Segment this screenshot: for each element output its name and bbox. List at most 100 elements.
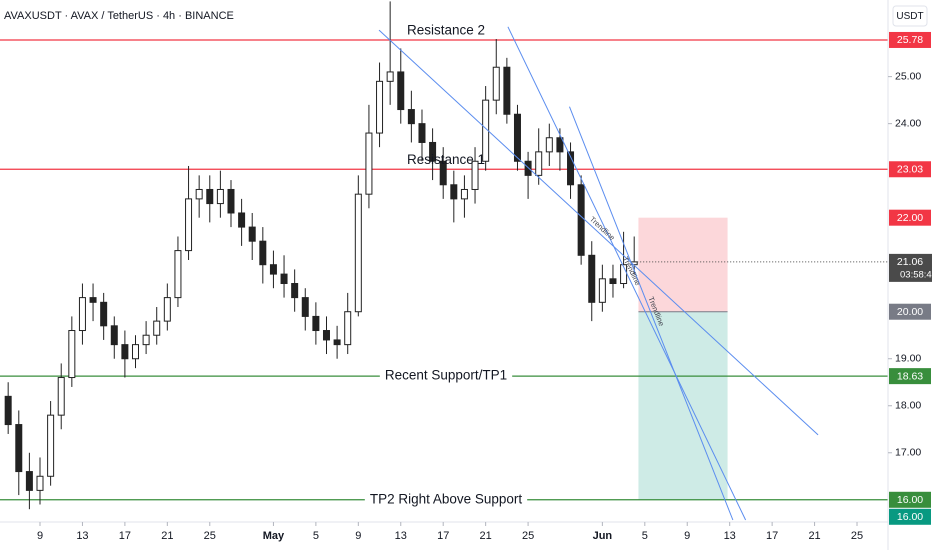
- candle-body: [78, 297, 86, 332]
- candle-body: [535, 151, 543, 176]
- candle-body: [238, 212, 246, 228]
- candle-body: [418, 123, 426, 143]
- x-tick-label: May: [263, 530, 285, 542]
- candle-body: [100, 301, 108, 327]
- countdown-label: 03:58:49: [900, 269, 932, 280]
- currency-box[interactable]: [892, 5, 928, 27]
- x-tick-label: 21: [808, 530, 820, 542]
- level-label: Resistance 1: [407, 152, 485, 167]
- x-tick-label: 25: [522, 530, 534, 542]
- x-tick-label: 13: [395, 530, 407, 542]
- x-tick-label: 9: [37, 530, 43, 542]
- x-tick-label: 21: [161, 530, 173, 542]
- last-price-box: [889, 253, 932, 282]
- candle-body: [365, 132, 373, 195]
- y-tick-label: 19.00: [895, 353, 921, 365]
- candle-body: [216, 188, 224, 205]
- candle-body: [386, 71, 394, 82]
- candle-body: [89, 297, 97, 303]
- level-price-label: 23.03: [897, 164, 923, 176]
- candle-body: [577, 184, 585, 256]
- x-tick-label: 17: [437, 530, 449, 542]
- candle-body: [503, 66, 511, 115]
- candle-body: [259, 240, 267, 266]
- candle-body: [185, 198, 193, 252]
- candle-body: [269, 264, 277, 275]
- x-tick-label: 21: [480, 530, 492, 542]
- candle-body: [4, 395, 12, 426]
- candle-body: [227, 188, 235, 214]
- x-tick-label: 25: [851, 530, 863, 542]
- candle-body: [556, 137, 564, 153]
- target-price-label: 16.00: [897, 511, 923, 523]
- x-tick-label: 25: [204, 530, 216, 542]
- x-tick-label: 17: [119, 530, 131, 542]
- candle-body: [174, 250, 182, 299]
- x-tick-label: 13: [76, 530, 88, 542]
- candle-body: [460, 188, 468, 200]
- candle-body: [25, 471, 33, 491]
- stop-zone: [638, 217, 728, 312]
- candle-body: [492, 66, 500, 101]
- target-price-label-box: [889, 508, 931, 525]
- entry-price-label-box: [889, 303, 931, 320]
- trendline: [507, 26, 747, 521]
- y-tick-label: 24.00: [895, 117, 921, 129]
- y-tick-label: 17.00: [895, 447, 921, 459]
- level-price-label: 18.63: [897, 370, 923, 382]
- candle-body: [545, 137, 553, 153]
- x-tick-label: 5: [642, 530, 648, 542]
- y-tick-label: 25.00: [895, 70, 921, 82]
- last-price-label: 21.06: [897, 256, 923, 268]
- candle-body: [131, 344, 139, 360]
- y-tick-label: 18.00: [895, 400, 921, 412]
- candle-body: [567, 151, 575, 186]
- candle-body: [376, 80, 384, 134]
- candle-body: [429, 141, 437, 162]
- candle-body: [354, 193, 362, 313]
- entry-price-label: 20.00: [897, 306, 923, 318]
- currency: USDT: [896, 11, 923, 22]
- trendline: [378, 29, 819, 436]
- stop-price-label: 22.00: [897, 212, 923, 224]
- candle-body: [301, 297, 309, 317]
- candle-body: [110, 325, 118, 346]
- x-tick-label: Jun: [593, 530, 613, 542]
- stop-price-label-box: [889, 209, 931, 226]
- level-label-bg: [379, 367, 513, 386]
- candle-body: [322, 330, 330, 341]
- candle-body: [15, 424, 23, 473]
- level-price-label: 25.78: [897, 34, 923, 46]
- level-price-label-box: [889, 368, 931, 385]
- level-label: TP2 Right Above Support: [370, 491, 523, 506]
- candle-body: [407, 109, 415, 125]
- level-price-label-box: [889, 161, 931, 178]
- candle-body: [57, 377, 65, 416]
- x-tick-label: 13: [724, 530, 736, 542]
- candle-body: [153, 320, 161, 336]
- candle-body: [471, 160, 479, 190]
- x-tick-label: 17: [766, 530, 778, 542]
- candle-body: [588, 254, 596, 303]
- candle-body: [291, 283, 299, 299]
- level-label: Resistance 2: [407, 23, 485, 38]
- candle-body: [524, 160, 532, 176]
- candle-body: [333, 339, 341, 346]
- candle-body: [163, 297, 171, 322]
- plot-area: [0, 1, 888, 521]
- candle-body: [195, 188, 203, 200]
- candle-body: [36, 475, 44, 491]
- chart-title: AVAXUSDT · AVAX / TetherUS · 4h · BINANC…: [4, 10, 234, 22]
- trendline-label: Trendline: [588, 215, 617, 243]
- candle-body: [206, 188, 214, 205]
- candle-body: [68, 330, 76, 379]
- level-label: Recent Support/TP1: [385, 368, 507, 383]
- candle-body: [344, 311, 352, 346]
- trendline: [569, 106, 734, 521]
- candle-body: [397, 71, 405, 111]
- level-price-label: 16.00: [897, 494, 923, 506]
- candle-body: [121, 344, 129, 360]
- candle-body: [439, 160, 447, 186]
- candle-body: [47, 414, 55, 477]
